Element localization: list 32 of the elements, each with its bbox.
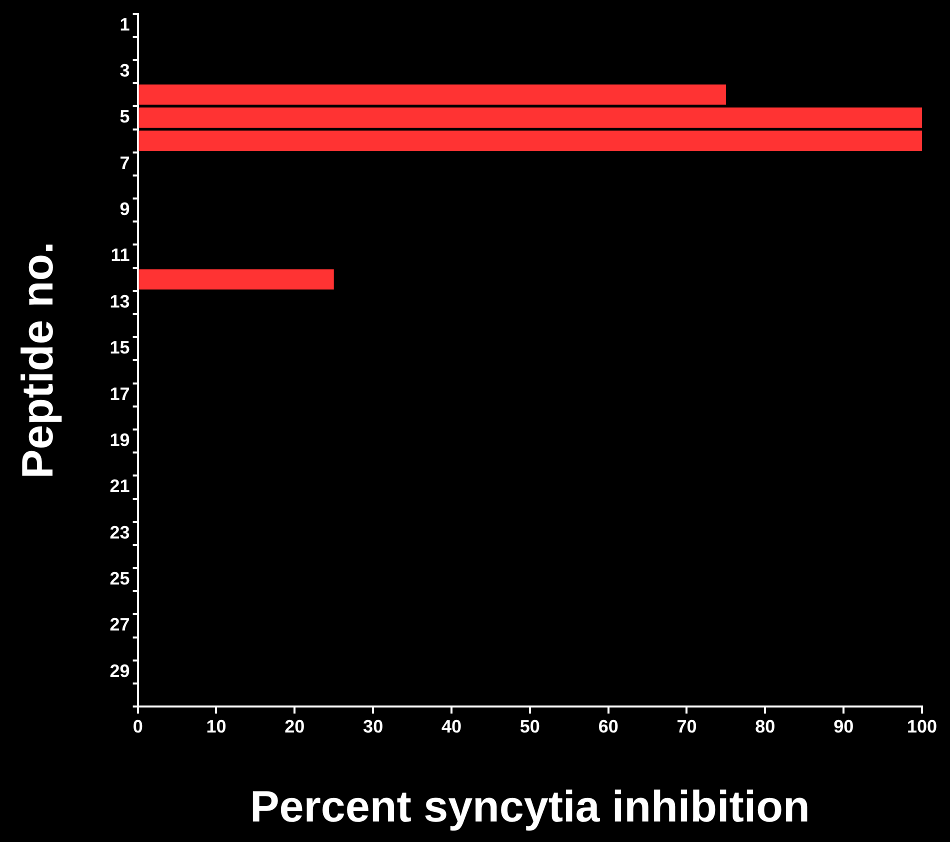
x-tick-label: 100 [906, 716, 938, 736]
y-tick-label: 23 [110, 522, 130, 542]
y-tick-label: 11 [110, 245, 130, 266]
y-axis-title: Peptide no. [14, 242, 63, 479]
y-tick-label: 3 [120, 60, 130, 80]
x-tick-label: 50 [520, 716, 540, 736]
y-tick-label: 17 [110, 384, 130, 404]
y-tick-label: 19 [110, 430, 130, 450]
x-tick-label: 60 [598, 716, 618, 736]
y-tick-label: 5 [120, 106, 130, 127]
y-tick-label: 15 [110, 338, 130, 358]
x-tick-label: 80 [755, 716, 776, 736]
x-tick-label: 20 [284, 716, 305, 736]
bar [138, 84, 726, 105]
x-tick-label: 90 [834, 716, 854, 736]
x-tick-label: 10 [206, 716, 226, 736]
bar [138, 130, 922, 151]
bar [138, 108, 922, 128]
y-tick-label: 9 [120, 199, 130, 220]
y-tick-label: 29 [110, 660, 130, 681]
y-tick-label: 7 [120, 152, 130, 173]
y-tick-label: 25 [110, 568, 130, 589]
y-tick-label: 1 [120, 14, 130, 34]
x-tick-label: 0 [132, 716, 143, 736]
bar [138, 269, 334, 290]
x-tick-label: 40 [441, 716, 462, 736]
y-tick-label: 21 [110, 476, 130, 496]
x-axis-title: Percent syncytia inhibition [250, 782, 810, 832]
y-tick-label: 13 [110, 291, 130, 312]
x-tick-label: 30 [363, 716, 384, 736]
x-tick-label: 70 [676, 716, 697, 736]
y-tick-label: 27 [110, 614, 130, 635]
